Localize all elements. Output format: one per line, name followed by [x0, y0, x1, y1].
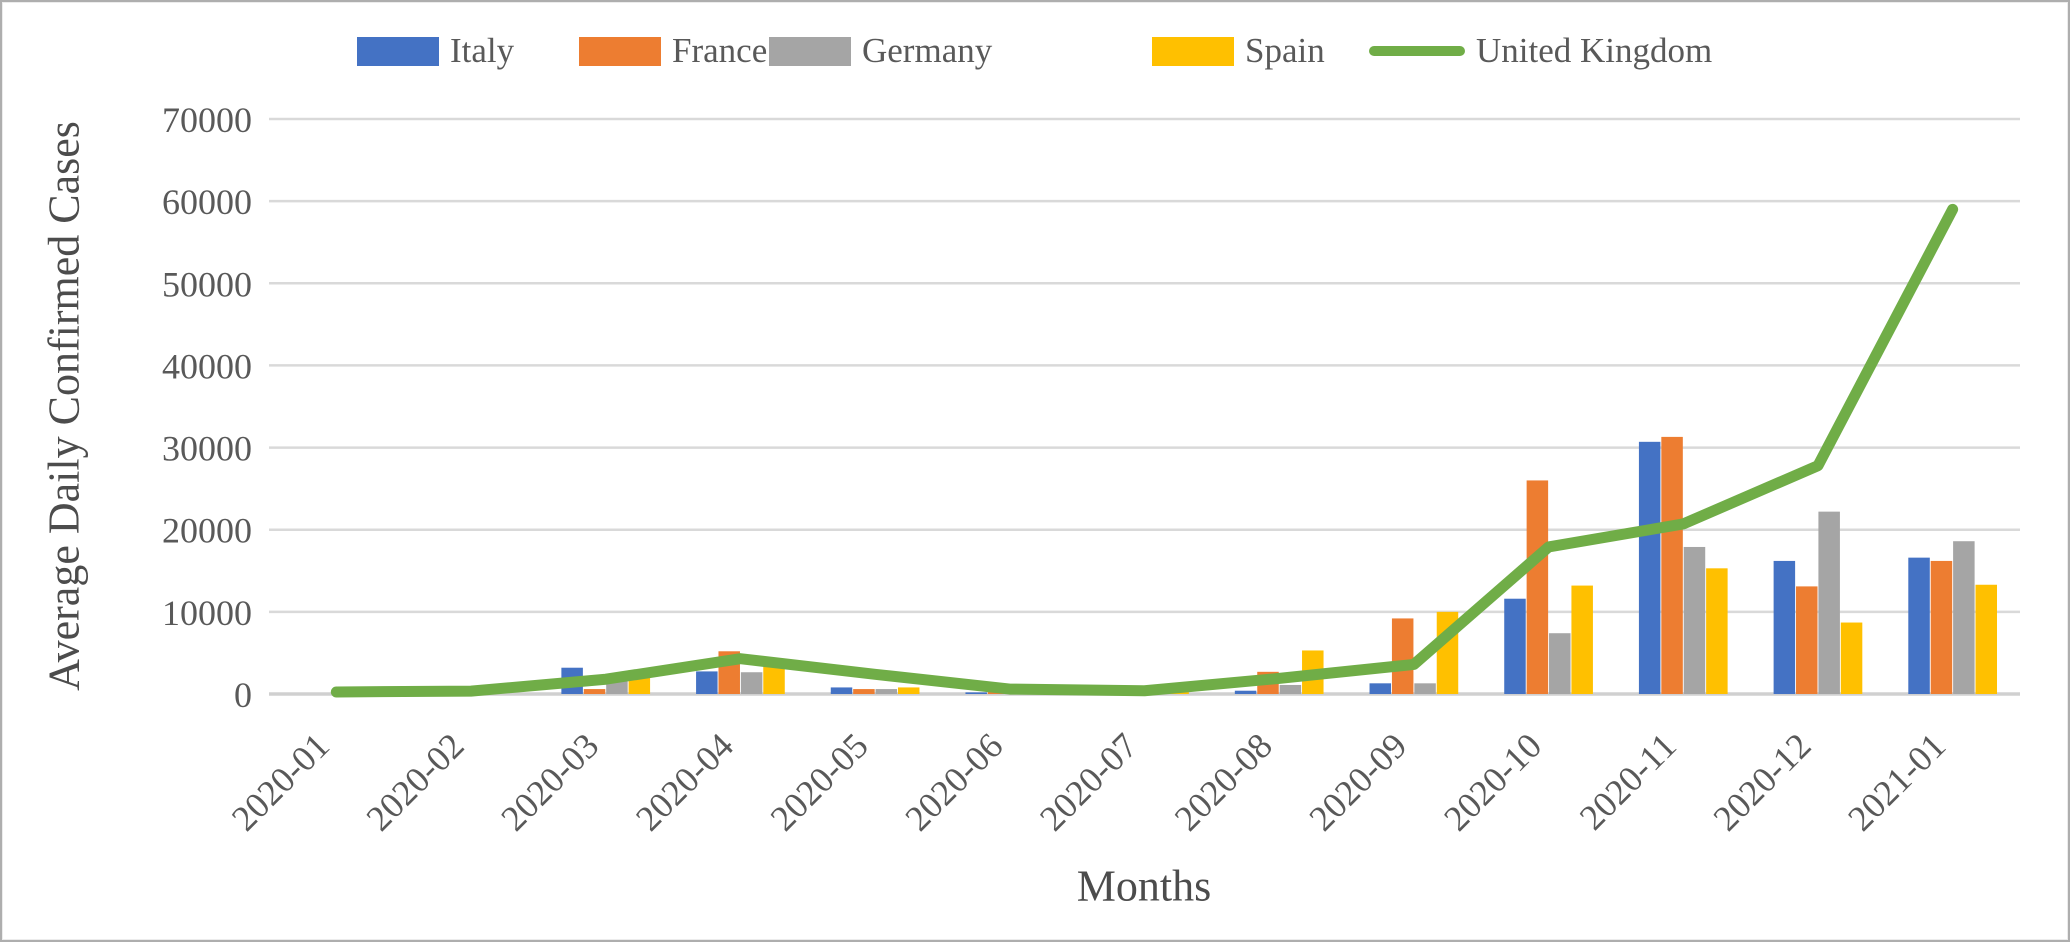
legend-label-germany: Germany	[862, 31, 993, 70]
x-tick-label: 2020-10	[1436, 725, 1549, 838]
legend-item-italy: Italy	[357, 32, 514, 70]
legend-label-france: France	[672, 31, 768, 70]
bar-germany-2020-12	[1818, 511, 1840, 694]
bar-italy-2020-10	[1504, 598, 1526, 694]
legend-item-spain: Spain	[1152, 32, 1325, 70]
legend-swatch-spain	[1152, 36, 1234, 66]
legend-label-united-kingdom: United Kingdom	[1476, 31, 1713, 70]
y-tick-label: 30000	[162, 429, 252, 469]
bar-germany-2020-09	[1414, 683, 1436, 694]
bar-italy-2020-11	[1638, 441, 1661, 694]
bar-germany-2020-08	[1279, 684, 1302, 694]
line-united-kingdom	[330, 203, 1959, 698]
x-tick-label: 2020-06	[897, 725, 1010, 838]
bar-france-2021-01	[1930, 560, 1953, 694]
legend-swatch-italy	[357, 36, 439, 66]
legend-label-spain: Spain	[1245, 31, 1325, 70]
legend-swatch-france	[579, 36, 661, 66]
legend-label-italy: Italy	[450, 31, 515, 70]
bar-italy-2020-06	[965, 692, 987, 694]
y-tick-label: 0	[234, 675, 252, 715]
bar-germany-2021-01	[1953, 541, 1975, 694]
bar-spain-2020-05	[897, 687, 920, 694]
x-axis-title: Months	[1076, 861, 1212, 911]
bar-italy-2020-09	[1369, 683, 1392, 694]
legend-item-france: France	[579, 32, 767, 70]
bar-spain-2020-12	[1840, 622, 1863, 694]
bar-italy-2020-12	[1773, 560, 1796, 694]
x-tick-label: 2020-12	[1705, 725, 1818, 838]
y-tick-label: 20000	[162, 511, 252, 551]
x-tick-label: 2020-04	[628, 725, 741, 838]
bar-france-2020-10	[1526, 480, 1549, 694]
bar-france-2020-03	[583, 689, 606, 694]
bar-italy-2021-01	[1908, 557, 1930, 694]
y-tick-label: 70000	[162, 100, 252, 140]
x-tick-label: 2020-07	[1032, 725, 1145, 838]
y-tick-label: 50000	[162, 264, 252, 304]
x-tick-label: 2020-09	[1301, 725, 1414, 838]
bar-italy-2020-08	[1234, 690, 1257, 694]
y-axis-title: Average Daily Confirmed Cases	[39, 121, 89, 691]
bar-germany-2020-05	[875, 689, 898, 694]
bar-spain-2020-11	[1706, 568, 1728, 694]
legend-swatch-germany	[769, 36, 851, 66]
bar-spain-2020-10	[1571, 585, 1593, 694]
bar-germany-2020-10	[1549, 633, 1571, 694]
x-tick-label: 2020-11	[1572, 725, 1684, 837]
x-tick-label: 2020-05	[763, 725, 876, 838]
chart-legend: Italy France Germany Spain United Kingdom	[2, 2, 2068, 82]
bar-spain-2021-01	[1975, 584, 1998, 694]
legend-item-united-kingdom: United Kingdom	[1369, 32, 1712, 70]
bar-germany-2020-11	[1683, 546, 1706, 694]
x-tick-label: 2020-08	[1167, 725, 1280, 838]
x-tick-label: 2021-01	[1840, 725, 1953, 838]
legend-item-germany: Germany	[769, 32, 992, 70]
bar-italy-2020-04	[696, 671, 718, 694]
y-tick-label: 10000	[162, 593, 252, 633]
legend-swatch-united-kingdom	[1369, 46, 1465, 56]
x-tick-label: 2020-01	[224, 725, 337, 838]
bar-france-2020-11	[1661, 436, 1683, 694]
y-tick-label: 60000	[162, 182, 252, 222]
bar-france-2020-12	[1796, 586, 1818, 694]
x-tick-label: 2020-03	[493, 725, 606, 838]
bar-france-2020-05	[853, 689, 875, 694]
bar-france-2020-09	[1391, 618, 1414, 694]
bar-italy-2020-05	[830, 687, 853, 694]
y-tick-label: 40000	[162, 346, 252, 386]
x-tick-label: 2020-02	[359, 725, 472, 838]
bar-spain-2020-04	[763, 665, 785, 694]
bar-germany-2020-04	[740, 672, 763, 694]
